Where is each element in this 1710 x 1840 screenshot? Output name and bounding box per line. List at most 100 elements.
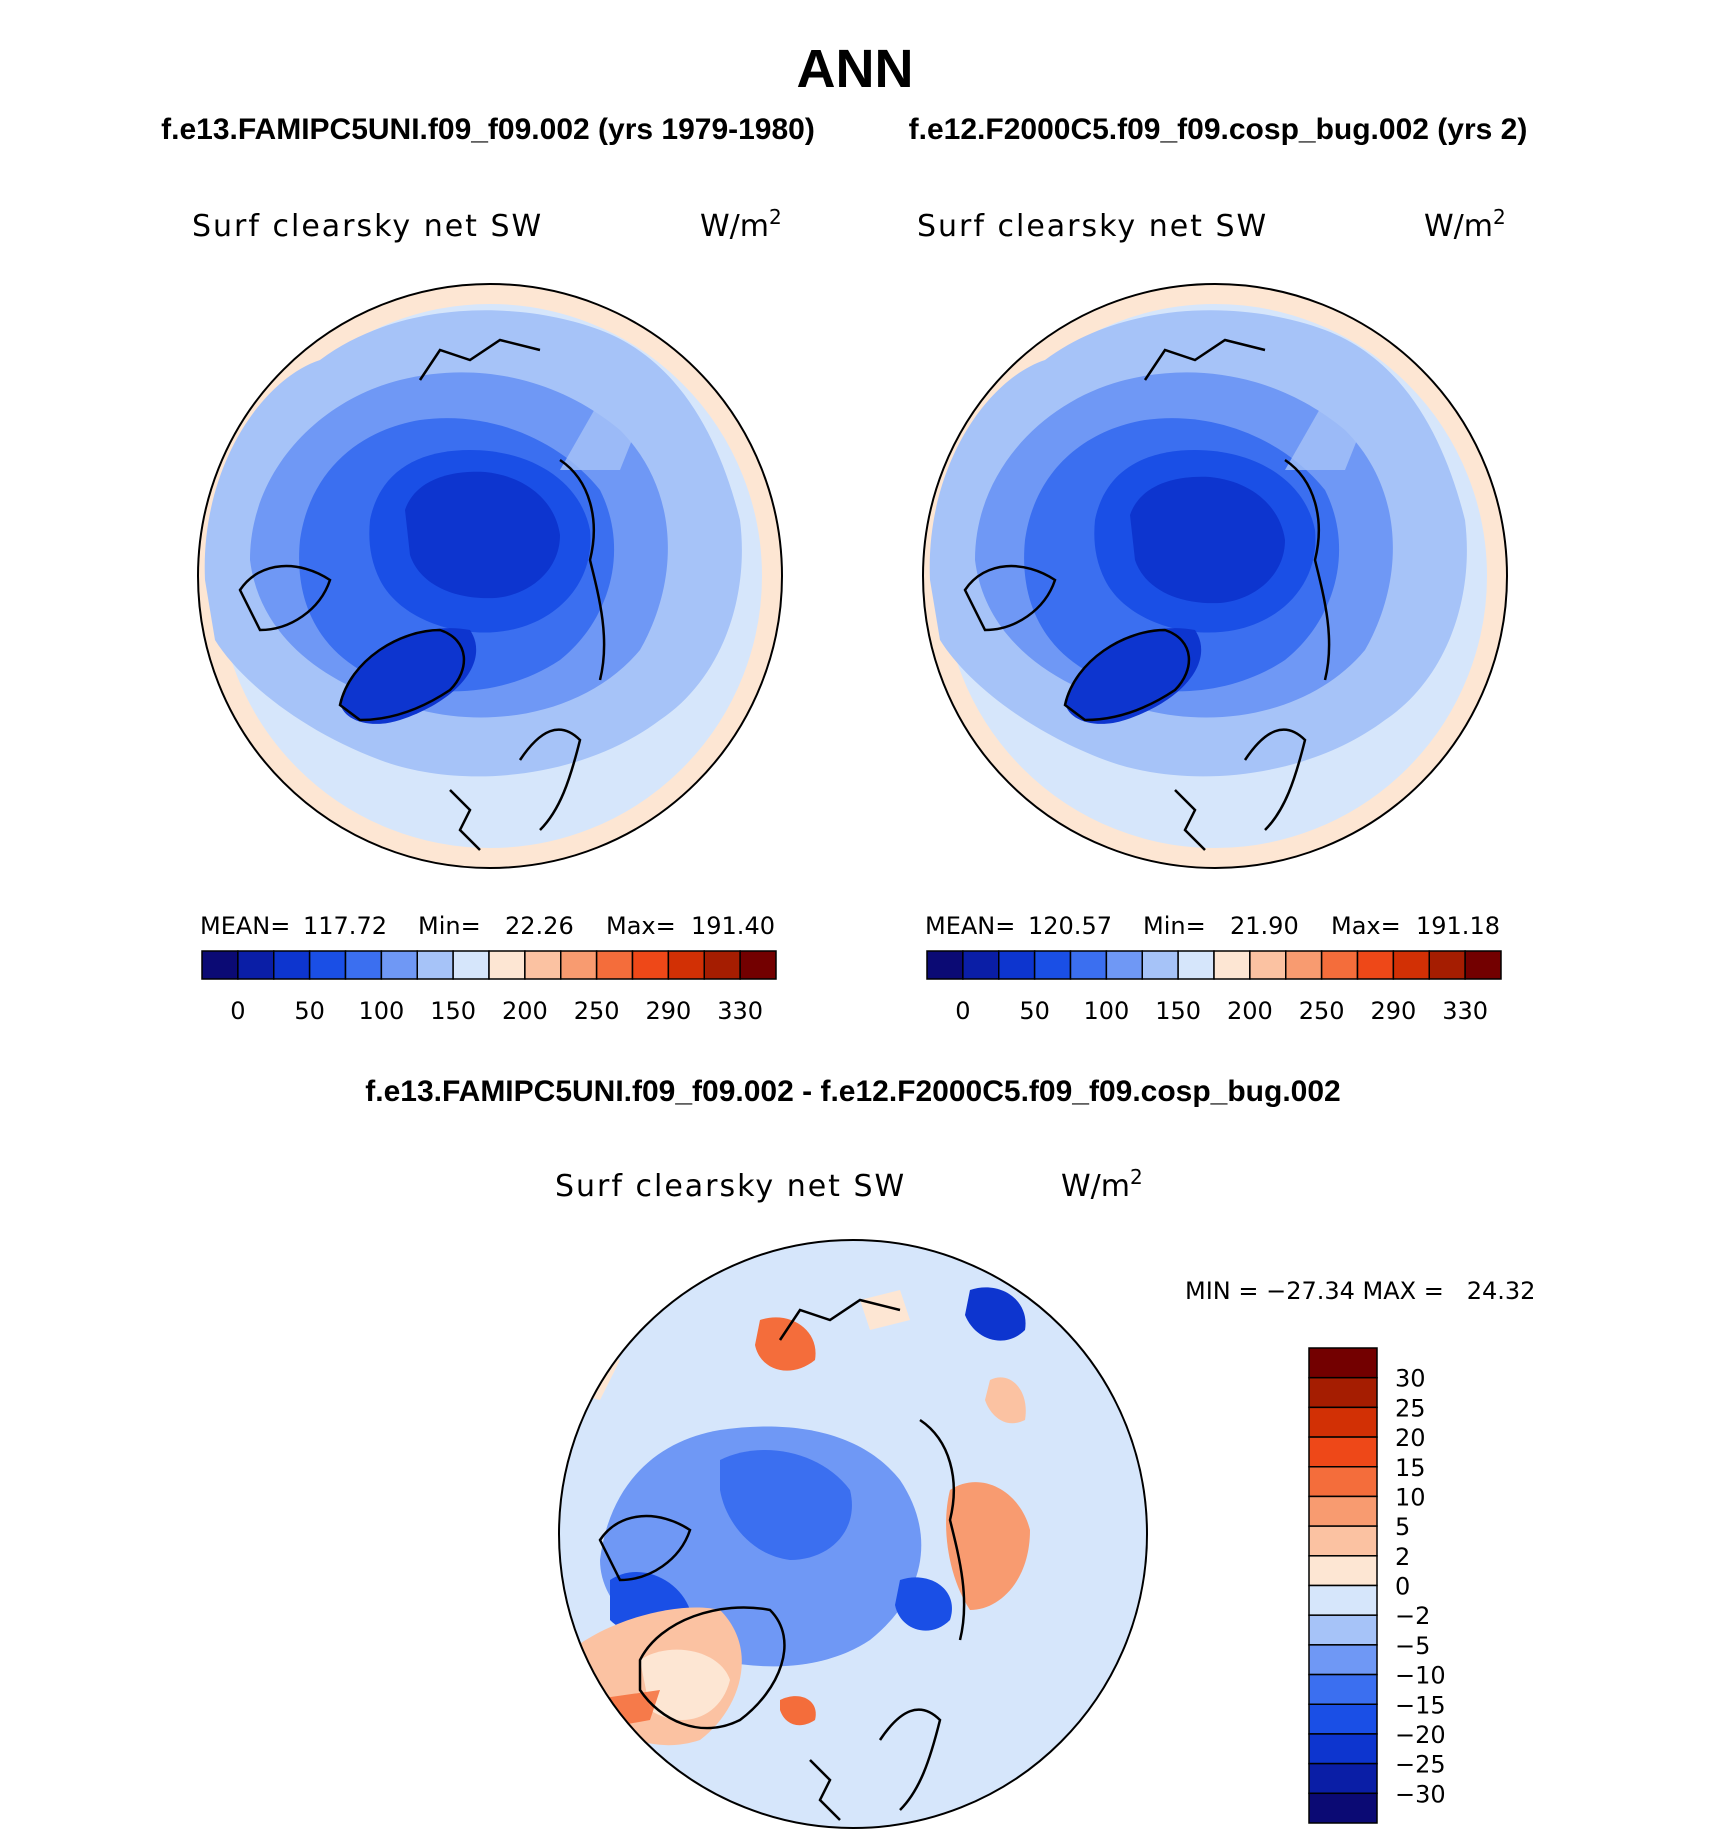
- colorbar-swatch: [1308, 1733, 1378, 1765]
- colorbar-tick-label: 100: [1083, 997, 1129, 1025]
- panel2-units-label: W/m2: [1424, 205, 1506, 244]
- diff-units-sup: 2: [1130, 1165, 1143, 1189]
- panel-model-1: Surf clearsky net SW W/m2: [192, 205, 783, 1025]
- colorbar-swatch: [1308, 1376, 1378, 1409]
- colorbar-tick-label: 100: [358, 997, 404, 1025]
- main-title: ANN: [797, 39, 914, 99]
- colorbar-swatch: [998, 950, 1036, 980]
- colorbar-tick-label: 200: [1227, 997, 1273, 1025]
- panel2-units-sup: 2: [1493, 205, 1506, 229]
- panel1-max-value: 191.40: [691, 912, 775, 940]
- colorbar-tick-label: 50: [294, 997, 325, 1025]
- colorbar-tick-label: −25: [1395, 1751, 1446, 1779]
- panel2-min-value: 21.90: [1230, 912, 1299, 940]
- diff-units-label: W/m2: [1061, 1165, 1143, 1204]
- colorbar-swatch: [1105, 950, 1143, 980]
- colorbar-swatch: [739, 950, 777, 980]
- colorbar-tick-label: 0: [1395, 1573, 1410, 1601]
- panel2-colorbar-ticks: 0 50 100 150 200 250 290 330: [955, 997, 1488, 1025]
- colorbar-tick-label: 330: [1442, 997, 1488, 1025]
- colorbar-swatch: [1141, 950, 1179, 980]
- colorbar-swatch: [703, 950, 741, 980]
- difference-title: f.e13.FAMIPC5UNI.f09_f09.002 - f.e12.F20…: [365, 1075, 1340, 1108]
- diff-coastlines: [598, 1298, 966, 1821]
- colorbar-swatch: [1308, 1466, 1378, 1498]
- panel1-min-label: Min=: [418, 912, 481, 940]
- colorbar-tick-label: 290: [1370, 997, 1416, 1025]
- colorbar-swatch: [1356, 950, 1395, 980]
- colorbar-swatch: [667, 950, 705, 980]
- panel-model-2: Surf clearsky net SW W/m2: [917, 205, 1508, 1025]
- colorbar-tick-label: 0: [955, 997, 970, 1025]
- colorbar-tick-label: 20: [1395, 1424, 1426, 1452]
- colorbar-swatch: [1308, 1644, 1378, 1676]
- colorbar-swatch: [237, 950, 275, 980]
- colorbar-swatch: [1308, 1525, 1378, 1557]
- colorbar-tick-label: −20: [1395, 1721, 1446, 1749]
- colorbar-swatch: [1428, 950, 1466, 980]
- diff-polar-map: [558, 1239, 1148, 1829]
- panel1-mean-label: MEAN=: [200, 912, 290, 940]
- colorbar-swatch: [1308, 1584, 1378, 1616]
- colorbar-tick-label: 5: [1395, 1513, 1410, 1541]
- colorbar-tick-label: −10: [1395, 1662, 1446, 1690]
- panel2-min-label: Min=: [1143, 912, 1206, 940]
- panel1-mean-value: 117.72: [303, 912, 387, 940]
- panel2-coastlines: [963, 338, 1331, 851]
- colorbar-tick-label: −5: [1395, 1632, 1430, 1660]
- colorbar-swatch: [1069, 950, 1108, 980]
- panel2-mean-label: MEAN=: [925, 912, 1015, 940]
- panel2-units: W/m: [1424, 209, 1493, 244]
- colorbar-tick-label: −30: [1395, 1780, 1446, 1808]
- colorbar-swatch: [1308, 1436, 1378, 1468]
- diff-colorbar: [1308, 1347, 1378, 1824]
- colorbar-swatch: [1177, 950, 1215, 980]
- panel1-min-value: 22.26: [505, 912, 574, 940]
- colorbar-swatch: [595, 950, 634, 980]
- panel1-polar-map: [197, 283, 783, 869]
- panel1-colorbar: [201, 950, 777, 980]
- colorbar-swatch: [1308, 1762, 1378, 1795]
- colorbar-swatch: [452, 950, 490, 980]
- colorbar-swatch: [344, 950, 383, 980]
- colorbar-swatch: [201, 950, 239, 980]
- panel1-units: W/m: [700, 209, 769, 244]
- colorbar-swatch: [1033, 950, 1072, 980]
- colorbar-swatch: [1308, 1406, 1378, 1438]
- colorbar-swatch: [488, 950, 526, 980]
- colorbar-swatch: [1320, 950, 1359, 980]
- colorbar-swatch: [1308, 1555, 1378, 1587]
- panel2-stats: MEAN= 120.57 Min= 21.90 Max= 191.18: [925, 912, 1500, 940]
- colorbar-tick-label: 0: [230, 997, 245, 1025]
- colorbar-tick-label: 330: [717, 997, 763, 1025]
- colorbar-swatch: [1249, 950, 1287, 980]
- colorbar-tick-label: 25: [1395, 1394, 1426, 1422]
- colorbar-tick-label: 200: [502, 997, 548, 1025]
- panel2-variable-label: Surf clearsky net SW: [917, 209, 1268, 244]
- colorbar-tick-label: 150: [430, 997, 476, 1025]
- panel1-max-label: Max=: [606, 912, 676, 940]
- colorbar-swatch: [308, 950, 347, 980]
- colorbar-tick-label: 15: [1395, 1454, 1426, 1482]
- colorbar-swatch: [524, 950, 562, 980]
- colorbar-swatch: [926, 950, 964, 980]
- diff-units: W/m: [1061, 1169, 1130, 1204]
- panel1-stats: MEAN= 117.72 Min= 22.26 Max= 191.40: [200, 912, 775, 940]
- colorbar-tick-label: 150: [1155, 997, 1201, 1025]
- colorbar-swatch: [1308, 1673, 1378, 1705]
- subtitle-right: f.e12.F2000C5.f09_f09.cosp_bug.002 (yrs …: [909, 113, 1528, 146]
- colorbar-swatch: [1213, 950, 1251, 980]
- colorbar-tick-label: 30: [1395, 1365, 1426, 1393]
- panel1-colorbar-ticks: 0 50 100 150 200 250 290 330: [230, 997, 763, 1025]
- panel2-polar-map: [922, 283, 1508, 869]
- panel1-units-sup: 2: [769, 205, 782, 229]
- colorbar-tick-label: −2: [1395, 1602, 1430, 1630]
- panel1-units-label: W/m2: [700, 205, 782, 244]
- panel2-colorbar: [926, 950, 1502, 980]
- colorbar-swatch: [1392, 950, 1430, 980]
- colorbar-tick-label: 250: [1299, 997, 1345, 1025]
- colorbar-tick-label: 10: [1395, 1483, 1426, 1511]
- colorbar-swatch: [1308, 1495, 1378, 1527]
